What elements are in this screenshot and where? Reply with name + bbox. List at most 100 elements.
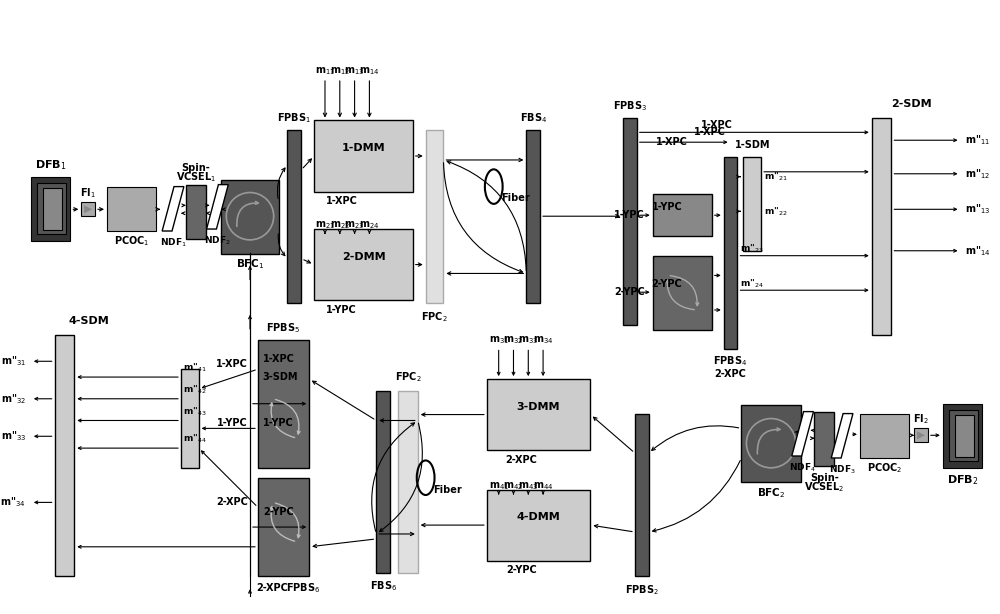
Text: m$_{32}$: m$_{32}$	[503, 335, 524, 346]
Bar	[949, 410, 978, 462]
Text: FPBS$_3$: FPBS$_3$	[613, 99, 647, 112]
Text: m$_{12}$: m$_{12}$	[330, 65, 350, 77]
Text: 2-YPC: 2-YPC	[263, 507, 294, 517]
Text: FBS$_6$: FBS$_6$	[370, 580, 397, 593]
Text: m"$_{42}$: m"$_{42}$	[183, 384, 206, 396]
Bar	[81, 203, 95, 216]
Text: m$_{22}$: m$_{22}$	[330, 219, 350, 231]
Text: 1-XPC: 1-XPC	[694, 127, 726, 138]
Text: 2-XPC: 2-XPC	[216, 497, 248, 507]
Text: PCOC$_1$: PCOC$_1$	[114, 234, 149, 248]
Text: NDF$_2$: NDF$_2$	[204, 235, 231, 247]
Polygon shape	[917, 432, 925, 439]
Text: FPBS$_1$: FPBS$_1$	[277, 112, 311, 125]
Text: m$_{43}$: m$_{43}$	[518, 480, 538, 492]
Bar	[623, 117, 637, 325]
Text: 2-YPC: 2-YPC	[614, 287, 645, 297]
Bar	[872, 117, 891, 335]
Text: 2-YPC: 2-YPC	[506, 565, 537, 575]
Bar	[653, 255, 712, 330]
Text: m$_{34}$: m$_{34}$	[533, 335, 553, 346]
Text: DFB$_2$: DFB$_2$	[947, 473, 978, 487]
Polygon shape	[84, 205, 92, 213]
Text: m$_{23}$: m$_{23}$	[344, 219, 365, 231]
Text: m"$_{24}$: m"$_{24}$	[740, 277, 764, 290]
Text: m$_{13}$: m$_{13}$	[344, 65, 365, 77]
Text: 1-DMM: 1-DMM	[342, 143, 385, 153]
Text: 3-SDM: 3-SDM	[263, 372, 298, 382]
Text: m"$_{23}$: m"$_{23}$	[740, 243, 764, 255]
Text: FI$_2$: FI$_2$	[913, 413, 929, 426]
Text: 2-SDM: 2-SDM	[891, 99, 931, 109]
Bar	[37, 183, 66, 235]
Text: 2-XPC: 2-XPC	[256, 583, 288, 593]
Bar	[914, 429, 928, 442]
Text: PCOC$_2$: PCOC$_2$	[867, 461, 902, 475]
Bar	[398, 391, 418, 573]
Text: 1-XPC: 1-XPC	[326, 196, 358, 206]
Text: m"$_{33}$: m"$_{33}$	[1, 429, 26, 443]
Text: m"$_{43}$: m"$_{43}$	[183, 405, 207, 418]
Text: m"$_{21}$: m"$_{21}$	[764, 171, 788, 183]
Text: NDF$_1$: NDF$_1$	[160, 236, 186, 249]
Bar	[743, 157, 761, 251]
Bar	[943, 404, 982, 468]
Text: m"$_{14}$: m"$_{14}$	[965, 244, 991, 258]
Bar	[741, 405, 801, 481]
Text: Spin-: Spin-	[810, 473, 839, 483]
Text: Spin-: Spin-	[181, 163, 210, 173]
Bar	[653, 195, 712, 236]
Bar	[724, 157, 737, 349]
Text: m"$_{34}$: m"$_{34}$	[0, 495, 26, 509]
Text: m$_{24}$: m$_{24}$	[359, 219, 380, 231]
Text: 2-XPC: 2-XPC	[505, 455, 537, 465]
Text: m$_{14}$: m$_{14}$	[359, 65, 380, 77]
Text: m$_{44}$: m$_{44}$	[533, 480, 553, 492]
Text: BFC$_2$: BFC$_2$	[757, 487, 785, 500]
Text: VCSEL$_1$: VCSEL$_1$	[176, 170, 216, 184]
Text: FI$_1$: FI$_1$	[80, 187, 96, 200]
Text: 1-YPC: 1-YPC	[326, 305, 357, 315]
Bar	[221, 180, 279, 254]
Text: m"$_{11}$: m"$_{11}$	[965, 133, 991, 147]
Text: FPBS$_4$: FPBS$_4$	[713, 354, 748, 368]
Text: FBS$_4$: FBS$_4$	[520, 112, 547, 125]
Text: m$_{33}$: m$_{33}$	[518, 335, 538, 346]
Text: NDF$_3$: NDF$_3$	[829, 464, 855, 476]
Text: 3-DMM: 3-DMM	[516, 402, 560, 411]
Text: 1-YPC: 1-YPC	[652, 203, 682, 212]
Bar	[814, 411, 834, 466]
Text: m$_{31}$: m$_{31}$	[489, 335, 509, 346]
Text: FPBS$_6$: FPBS$_6$	[286, 581, 320, 595]
Text: VCSEL$_2$: VCSEL$_2$	[804, 480, 844, 494]
Bar	[526, 130, 540, 303]
Bar	[376, 391, 390, 573]
Text: 1-YPC: 1-YPC	[614, 210, 645, 220]
Text: m"$_{12}$: m"$_{12}$	[965, 167, 991, 181]
Text: 1-SDM: 1-SDM	[735, 140, 770, 150]
Polygon shape	[792, 411, 813, 456]
Text: 1-XPC: 1-XPC	[655, 137, 687, 147]
Bar	[426, 130, 443, 303]
Text: NDF$_4$: NDF$_4$	[789, 462, 816, 474]
Bar	[43, 188, 62, 230]
Text: m"$_{13}$: m"$_{13}$	[965, 203, 991, 216]
Bar	[287, 130, 301, 303]
Text: 2-YPC: 2-YPC	[652, 279, 682, 289]
Text: FPBS$_2$: FPBS$_2$	[625, 583, 659, 597]
Text: m"$_{41}$: m"$_{41}$	[183, 362, 207, 375]
Text: m$_{41}$: m$_{41}$	[489, 480, 509, 492]
Bar	[635, 414, 649, 577]
Bar	[955, 415, 974, 457]
Text: 1-XPC: 1-XPC	[701, 120, 733, 130]
Bar	[487, 379, 590, 450]
Text: m"$_{32}$: m"$_{32}$	[1, 392, 26, 406]
Bar	[181, 369, 199, 468]
Text: BFC$_1$: BFC$_1$	[236, 258, 264, 271]
Bar	[258, 478, 309, 577]
Text: m$_{11}$: m$_{11}$	[315, 65, 335, 77]
Bar	[31, 177, 70, 241]
Text: 2-DMM: 2-DMM	[342, 252, 385, 262]
Polygon shape	[207, 185, 228, 229]
Bar	[314, 229, 413, 300]
